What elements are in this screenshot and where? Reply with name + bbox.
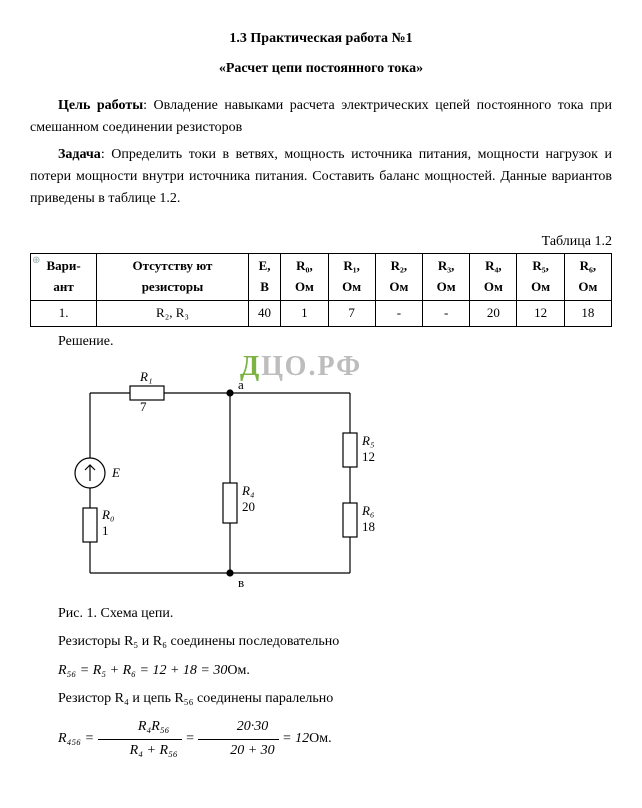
cell-R5: 12 xyxy=(517,300,564,326)
col-E: Е, В xyxy=(248,254,281,301)
circuit-svg: R₁ 7 а в E R₀ 1 R₄ 20 R₅ 12 R₆ 18 xyxy=(70,363,390,593)
col-R2: R₂, Ом xyxy=(375,254,422,301)
cell-E: 40 xyxy=(248,300,281,326)
eq2-frac1: R₄R₅₆ R₄ + R₅₆ xyxy=(98,716,182,762)
table-header-row: Вари- ант Отсутству ют резисторы Е, В R₀… xyxy=(31,254,612,301)
col-R1: R₁, Ом xyxy=(328,254,375,301)
task-label: Задача xyxy=(58,147,101,162)
eq1-lhs: R₅₆ = R₅ + R₆ = 12 + 18 = 30 xyxy=(58,663,227,678)
r1-value: 7 xyxy=(140,399,147,414)
cell-R1: 7 xyxy=(328,300,375,326)
equation-r56: R₅₆ = R₅ + R₆ = 12 + 18 = 30Ом. xyxy=(30,660,612,682)
table-row: 1. R₂, R₃ 40 1 7 - - 20 12 18 xyxy=(31,300,612,326)
r4-label: R₄ xyxy=(241,483,255,498)
node-b: в xyxy=(238,575,244,590)
cell-R6: 18 xyxy=(564,300,611,326)
col-R5: R₅, Ом xyxy=(517,254,564,301)
col-R0: R₀, Ом xyxy=(281,254,328,301)
cell-missing: R₂, R₃ xyxy=(97,300,249,326)
equation-r456: R₄₅₆ = R₄R₅₆ R₄ + R₅₆ = 20·30 20 + 30 = … xyxy=(30,716,612,762)
r1-label: R₁ xyxy=(139,369,152,384)
r4-value: 20 xyxy=(242,499,255,514)
r0-label: R₀ xyxy=(101,507,114,522)
eq2-frac1-num: R₄R₅₆ xyxy=(98,716,182,739)
circuit-diagram: ДЦО.РФ xyxy=(70,363,612,593)
eq2-frac1-den: R₄ + R₅₆ xyxy=(98,740,182,762)
solution-label: Решение. xyxy=(30,331,612,353)
r5-label: R₅ xyxy=(361,433,374,448)
col-R3: R₃, Ом xyxy=(423,254,470,301)
eq2-unit: Ом. xyxy=(309,732,331,747)
text-parallel-r4r56: Резистор R₄ и цепь R₅₆ соединены паралел… xyxy=(30,688,612,710)
eq2-frac2-den: 20 + 30 xyxy=(198,740,278,762)
cell-R4: 20 xyxy=(470,300,517,326)
col-R6: R₆, Ом xyxy=(564,254,611,301)
goal-paragraph: Цель работы: Овладение навыками расчета … xyxy=(30,95,612,140)
eq2-frac2-num: 20·30 xyxy=(198,716,278,739)
eq2-lhs: R₄₅₆ = xyxy=(58,732,94,747)
heading: 1.3 Практическая работа №1 xyxy=(30,28,612,50)
text-series-r5r6: Резисторы R₅ и R₆ соединены последовател… xyxy=(30,631,612,653)
col-missing: Отсутству ют резисторы xyxy=(97,254,249,301)
eq2-rhs: = 12 xyxy=(282,732,309,747)
variants-table: Вари- ант Отсутству ют резисторы Е, В R₀… xyxy=(30,253,612,326)
table-caption: Таблица 1.2 xyxy=(30,231,612,253)
col-R4: R₄, Ом xyxy=(470,254,517,301)
node-a: а xyxy=(238,377,244,392)
cell-R0: 1 xyxy=(281,300,328,326)
eq2-frac2: 20·30 20 + 30 xyxy=(198,716,278,762)
cell-variant: 1. xyxy=(31,300,97,326)
figure-caption: Рис. 1. Схема цепи. xyxy=(30,603,612,625)
eq2-mid: = xyxy=(185,732,194,747)
r5-value: 12 xyxy=(362,449,375,464)
eq1-unit: Ом. xyxy=(227,663,249,678)
anchor-icon: ⊕ xyxy=(32,253,40,269)
r0-value: 1 xyxy=(102,523,109,538)
cell-R3: - xyxy=(423,300,470,326)
task-text: : Определить токи в ветвях, мощность ист… xyxy=(30,147,612,207)
r6-value: 18 xyxy=(362,519,375,534)
e-label: E xyxy=(111,465,120,480)
subtitle: «Расчет цепи постоянного тока» xyxy=(30,58,612,80)
cell-R2: - xyxy=(375,300,422,326)
task-paragraph: Задача: Определить токи в ветвях, мощнос… xyxy=(30,144,612,211)
col-variant: Вари- ант xyxy=(31,254,97,301)
goal-label: Цель работы xyxy=(58,98,143,113)
r6-label: R₆ xyxy=(361,503,374,518)
